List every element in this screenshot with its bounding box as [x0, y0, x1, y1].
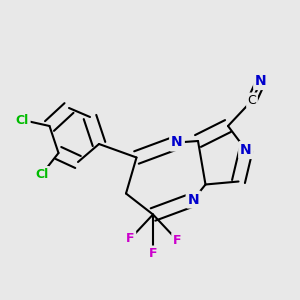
Text: N: N [255, 74, 267, 88]
Text: F: F [149, 247, 157, 260]
Text: Cl: Cl [16, 113, 29, 127]
Text: F: F [126, 232, 135, 245]
Text: C: C [248, 94, 256, 107]
Text: N: N [188, 193, 199, 206]
Text: N: N [240, 143, 252, 157]
Text: Cl: Cl [35, 167, 49, 181]
Text: N: N [171, 136, 183, 149]
Text: F: F [173, 233, 181, 247]
